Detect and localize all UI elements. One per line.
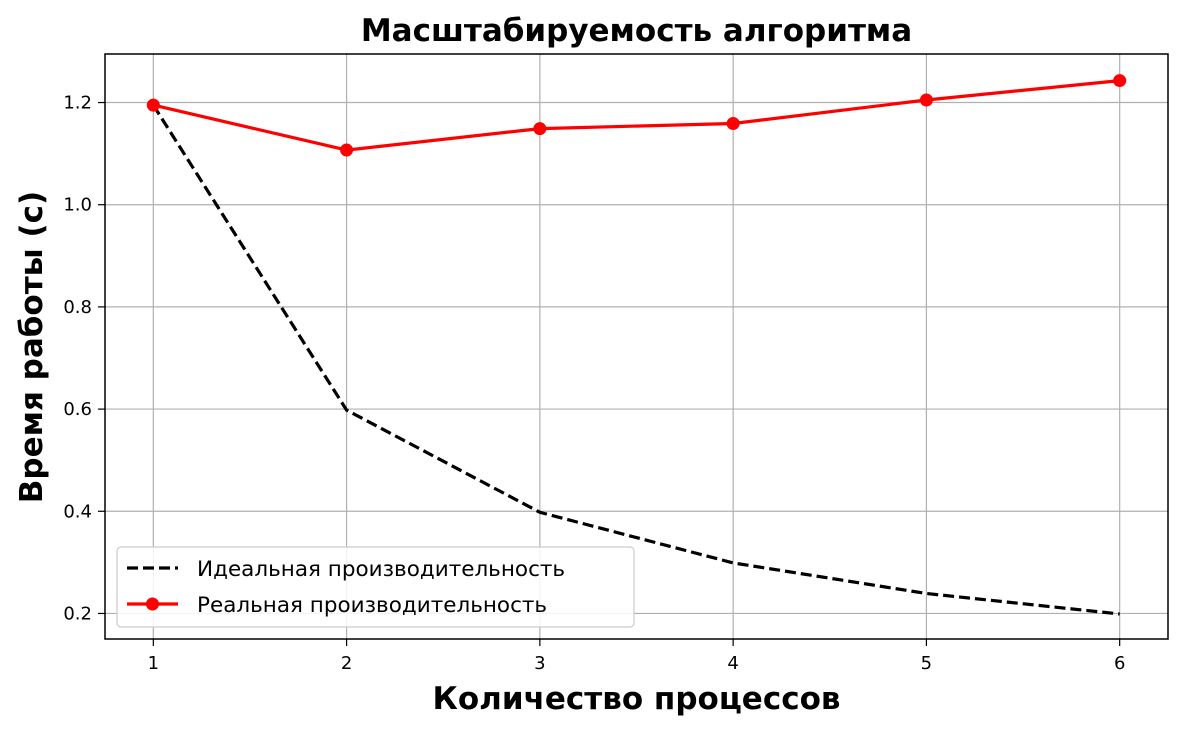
data-point <box>1113 74 1127 88</box>
x-tick-label: 2 <box>341 653 352 674</box>
series-line <box>152 79 1120 152</box>
data-point <box>919 93 933 107</box>
y-tick-label: 0.8 <box>63 297 92 318</box>
chart-title: Масштабируемость алгоритма <box>361 13 912 49</box>
legend: Идеальная производительность Реальная про… <box>116 546 635 628</box>
series-2 <box>146 74 1127 157</box>
legend-label: Реальная производительность <box>197 593 547 618</box>
legend-entry: Идеальная производительность <box>127 557 565 582</box>
y-tick-label: 0.6 <box>63 399 92 420</box>
series-line <box>151 104 1120 616</box>
x-axis-label: Количество процессов <box>433 681 841 717</box>
x-tick-label: 1 <box>148 653 159 674</box>
legend-label: Идеальная производительность <box>197 557 565 582</box>
grid <box>105 54 1168 639</box>
y-tick-label: 1.2 <box>63 93 92 114</box>
x-tick-label: 3 <box>534 653 545 674</box>
y-tick-label: 0.2 <box>63 603 92 624</box>
data-point <box>726 116 740 130</box>
data-point <box>533 122 547 136</box>
legend-marker <box>146 597 159 611</box>
x-tick-label: 6 <box>1114 653 1125 674</box>
x-tick-label: 4 <box>727 653 738 674</box>
legend-entry: Реальная производительность <box>127 593 547 618</box>
y-axis-label: Время работы (с) <box>14 191 50 503</box>
legend-box <box>116 546 635 628</box>
y-tick-label: 1.0 <box>63 195 92 216</box>
series-1 <box>151 104 1120 616</box>
data-point <box>340 143 354 157</box>
series-layer <box>146 74 1127 616</box>
y-tick-label: 0.4 <box>63 501 92 522</box>
plot-frame <box>104 53 1169 640</box>
ticks: 1 2 3 4 5 6 0.2 0.4 0.6 0.8 1.0 1.2 <box>63 93 1125 674</box>
x-tick-label: 5 <box>921 653 932 674</box>
data-point <box>146 98 160 112</box>
